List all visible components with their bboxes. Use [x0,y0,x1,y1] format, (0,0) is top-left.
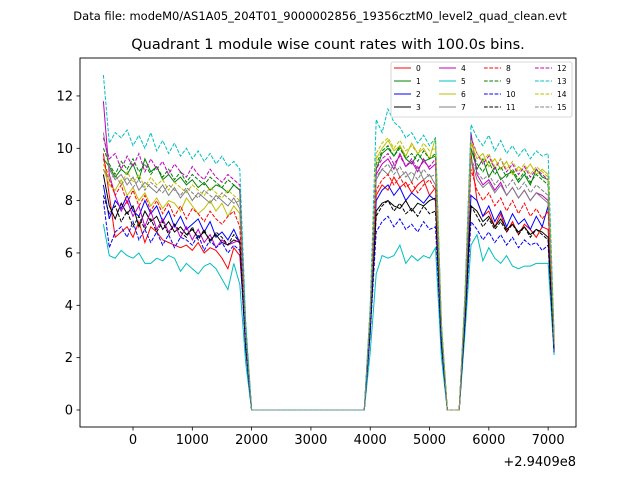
legend-label: 11 [506,103,516,112]
series-line-15 [102,158,555,411]
x-tick-label: 4000 [354,433,387,448]
y-tick-label: 4 [65,299,73,314]
legend-item-0: 0 [394,64,421,73]
legend-label: 4 [461,64,466,73]
y-tick-label: 6 [65,246,73,261]
y-tick-label: 12 [56,89,73,104]
legend-label: 15 [557,103,567,112]
legend-label: 2 [416,90,421,99]
legend-item-14: 14 [535,90,567,99]
legend-label: 6 [461,90,466,99]
y-tick-label: 2 [65,351,73,366]
legend-item-4: 4 [439,64,466,73]
legend-item-7: 7 [439,103,466,112]
legend-item-15: 15 [535,103,567,112]
y-tick-label: 0 [65,403,73,418]
legend-item-11: 11 [484,103,516,112]
x-tick-label: 2000 [235,433,268,448]
legend-item-10: 10 [484,90,516,99]
legend-item-13: 13 [535,77,567,86]
legend-label: 1 [416,77,421,86]
plot-series [102,74,555,411]
legend-label: 10 [506,90,516,99]
x-tick-label: 5000 [413,433,446,448]
legend-label: 7 [461,103,466,112]
x-tick-label: 6000 [472,433,505,448]
legend-item-9: 9 [484,77,511,86]
x-offset-label: +2.9409e8 [503,455,576,470]
legend-label: 3 [416,103,421,112]
series-line-14 [102,137,555,411]
legend-item-5: 5 [439,77,466,86]
legend-label: 12 [557,64,567,73]
legend-label: 9 [506,77,511,86]
x-tick-label: 1000 [176,433,209,448]
legend-item-3: 3 [394,103,421,112]
x-tick-label: 3000 [294,433,327,448]
legend-item-1: 1 [394,77,421,86]
x-tick-label: 0 [129,433,137,448]
series-line-13 [102,74,555,411]
x-axis: 0 1000 2000 3000 4000 5000 6000 7000 [129,427,565,448]
legend-label: 14 [557,90,567,99]
y-tick-label: 8 [65,194,73,209]
legend-label: 13 [557,77,567,86]
y-tick-label: 10 [56,142,73,157]
legend-label: 5 [461,77,466,86]
chart-title: Quadrant 1 module wise count rates with … [131,37,525,53]
y-axis: 0 2 4 6 8 10 12 [56,89,80,418]
data-file-label: Data file: modeM0/AS1A05_204T01_90000028… [73,9,567,23]
legend-item-2: 2 [394,90,421,99]
legend-item-6: 6 [439,90,466,99]
legend-label: 0 [416,64,421,73]
legend-label: 8 [506,64,511,73]
legend-item-12: 12 [535,64,567,73]
x-tick-label: 7000 [532,433,565,448]
legend-item-8: 8 [484,64,511,73]
axes-frame [79,57,577,428]
legend-box [390,61,573,118]
